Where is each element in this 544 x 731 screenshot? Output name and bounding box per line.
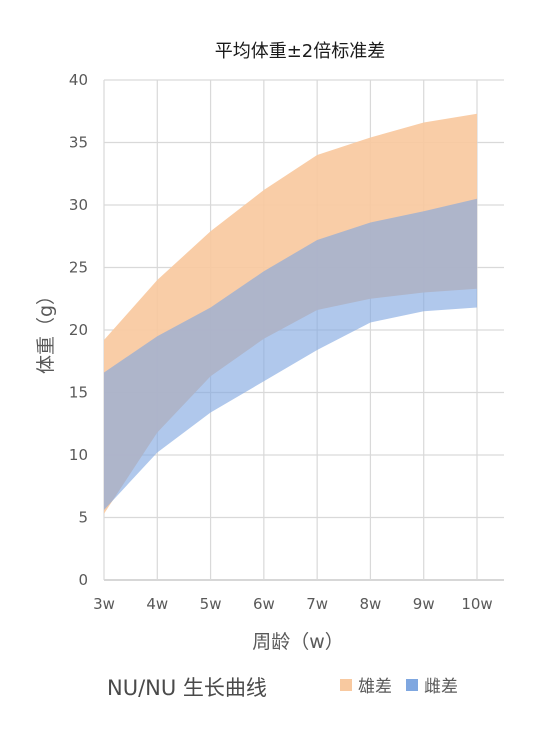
x-tick-label: 9w [413,595,435,613]
legend-swatch-female [406,678,418,691]
legend-item-male: 雄差 [340,672,392,697]
x-tick-label: 7w [306,595,328,613]
y-tick-label: 5 [78,509,88,527]
legend-swatch-male [340,678,352,691]
legend-item-female: 雌差 [406,672,458,697]
x-tick-label: 8w [360,595,382,613]
x-axis-title: 周龄（w） [252,631,344,653]
y-tick-label: 35 [69,134,88,152]
y-tick-label: 0 [78,571,88,589]
legend-label-female: 雌差 [424,677,458,697]
x-tick-label: 10w [461,595,492,613]
y-tick-label: 15 [69,384,88,402]
y-tick-label: 20 [69,321,88,339]
y-axis-title: 体重（g） [35,286,57,374]
footer-title: NU/NU 生长曲线 [107,676,267,700]
x-tick-labels: 3w 4w 5w 6w 7w 8w 9w 10w [93,595,493,613]
y-tick-label: 10 [69,446,88,464]
chart-title: 平均体重±2倍标准差 [215,41,386,62]
series-area-female-band [104,198,477,510]
y-tick-labels: 0 5 10 15 20 25 30 35 40 [69,71,88,589]
series-areas [104,113,477,514]
legend: 雄差 雌差 [340,672,472,697]
x-tick-label: 4w [146,595,168,613]
y-tick-label: 40 [69,71,88,89]
x-tick-label: 3w [93,595,115,613]
x-tick-label: 6w [253,595,275,613]
x-tick-label: 5w [200,595,222,613]
y-tick-label: 30 [69,196,88,214]
y-tick-label: 25 [69,259,88,277]
legend-label-male: 雄差 [358,677,392,697]
